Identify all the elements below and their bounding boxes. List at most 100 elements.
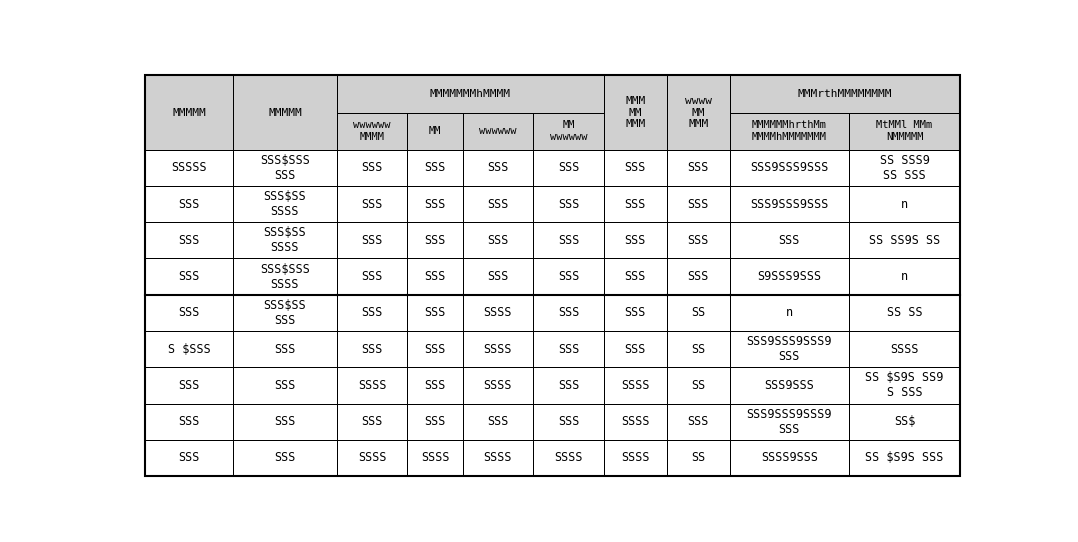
Text: SSS: SSS [688,197,709,210]
Text: SSS: SSS [688,270,709,283]
Text: MMMMMMMhMMMM: MMMMMMMhMMMM [430,89,511,99]
Text: SSS: SSS [558,343,579,356]
Text: SSS: SSS [361,306,383,319]
Bar [407,113,462,150]
Bar [534,367,604,404]
Text: n: n [901,197,908,210]
Bar [604,367,667,404]
Bar [233,331,336,367]
Text: SSS: SSS [425,415,445,428]
Bar [730,331,848,367]
Text: MtMMl MMm
NMMMMM: MtMMl MMm NMMMMM [876,120,932,142]
Text: SSS: SSS [425,379,445,392]
Bar [730,113,848,150]
Text: MMMMM: MMMMM [172,107,206,118]
Bar [534,186,604,222]
Bar [534,259,604,295]
Text: SSS: SSS [178,379,199,392]
Text: MMMMMMhrthMm
MMMMhMMMMMMM: MMMMMMhrthMm MMMMhMMMMMMM [751,120,827,142]
Text: SSS: SSS [425,234,445,247]
Bar [336,150,407,186]
Bar [667,440,730,476]
Text: SSS: SSS [688,234,709,247]
Text: SS: SS [691,343,705,356]
Bar [667,367,730,404]
Text: MMMrthMMMMMMMM: MMMrthMMMMMMMM [798,89,893,99]
Bar [462,113,534,150]
Bar [407,367,462,404]
Bar [144,75,233,150]
Bar [667,75,730,150]
Text: SSS: SSS [178,415,199,428]
Bar [730,75,960,113]
Text: SSSS: SSSS [484,451,512,464]
Bar [233,295,336,331]
Bar [233,259,336,295]
Bar [848,367,960,404]
Text: S $SSS: S $SSS [167,343,210,356]
Text: SS $S9S SSS: SS $S9S SSS [866,451,943,464]
Text: SSSSS: SSSSS [171,161,207,174]
Text: wwwwww: wwwwww [480,126,516,136]
Bar [534,150,604,186]
Bar [407,404,462,440]
Bar [336,440,407,476]
Bar [604,440,667,476]
Bar [534,222,604,259]
Bar [730,259,848,295]
Text: SSS: SSS [274,415,295,428]
Text: SSS: SSS [558,306,579,319]
Text: SSS: SSS [625,343,646,356]
Bar [604,150,667,186]
Text: SSS: SSS [274,451,295,464]
Text: SSS9SSS9SSS9
SSS: SSS9SSS9SSS9 SSS [747,335,832,363]
Text: SSS: SSS [688,415,709,428]
Bar [730,150,848,186]
Text: SS SS9S SS: SS SS9S SS [869,234,940,247]
Text: SSS: SSS [558,197,579,210]
Text: SS SSS9
SS SSS: SS SSS9 SS SSS [880,154,929,182]
Text: SSS: SSS [487,161,509,174]
Text: SSSS: SSSS [621,379,650,392]
Bar [144,186,233,222]
Text: SSSS: SSSS [484,343,512,356]
Text: SSS: SSS [487,270,509,283]
Text: SSS: SSS [361,161,383,174]
Bar [462,367,534,404]
Bar [667,404,730,440]
Bar [667,331,730,367]
Text: SSS9SSS9SSS9
SSS: SSS9SSS9SSS9 SSS [747,408,832,436]
Bar [233,440,336,476]
Bar [336,75,604,113]
Text: SSS: SSS [558,270,579,283]
Text: SSS$SSS
SSS: SSS$SSS SSS [260,154,309,182]
Bar [730,113,848,150]
Text: SSS$SS
SSSS: SSS$SS SSSS [263,227,306,254]
Text: SSS: SSS [425,197,445,210]
Text: SSS: SSS [178,306,199,319]
Text: SSS: SSS [425,306,445,319]
Bar [667,222,730,259]
Bar [604,75,667,150]
Text: SSSS: SSSS [420,451,450,464]
Bar [534,113,604,150]
Text: SSS: SSS [274,379,295,392]
Bar [848,404,960,440]
Bar [407,150,462,186]
Bar [534,404,604,440]
Bar [848,150,960,186]
Bar [336,404,407,440]
Bar [144,295,233,331]
Bar [407,113,462,150]
Bar [407,259,462,295]
Bar [534,295,604,331]
Bar [144,367,233,404]
Text: SSS: SSS [625,197,646,210]
Text: SSS: SSS [558,161,579,174]
Bar [730,440,848,476]
Bar [336,295,407,331]
Text: SSS$SS
SSSS: SSS$SS SSSS [263,190,306,218]
Text: SSS$SS
SSS: SSS$SS SSS [263,299,306,327]
Text: SSSS: SSSS [554,451,583,464]
Bar [336,331,407,367]
